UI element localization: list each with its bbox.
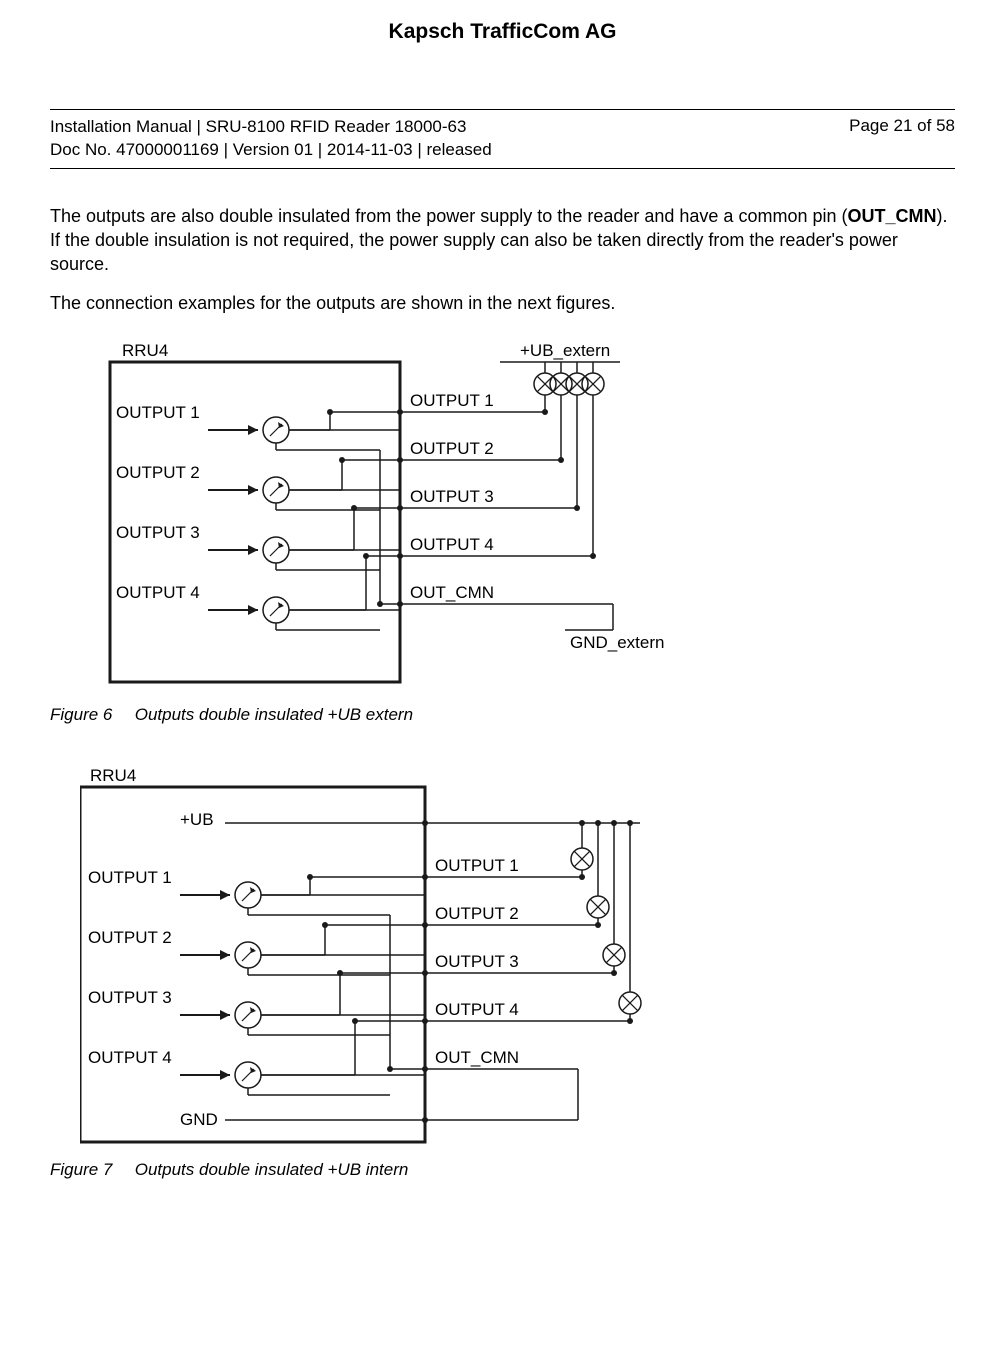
- para1-a: The outputs are also double insulated fr…: [50, 206, 847, 226]
- svg-text:OUTPUT 3: OUTPUT 3: [116, 523, 200, 542]
- svg-text:OUTPUT 1: OUTPUT 1: [435, 856, 519, 875]
- figure-7-caption: Figure 7 Outputs double insulated +UB in…: [50, 1160, 955, 1180]
- svg-text:OUTPUT 3: OUTPUT 3: [435, 952, 519, 971]
- figure-7-diagram: RRU4 +UB GND OUTPUT 1 OUTPUT 2 OUTPUT 3 OUTPUT…: [80, 765, 955, 1150]
- fig6-text: Outputs double insulated +UB extern: [135, 705, 413, 724]
- svg-text:OUTPUT 2: OUTPUT 2: [435, 904, 519, 923]
- svg-text:RRU4: RRU4: [122, 341, 168, 360]
- paragraph-1: The outputs are also double insulated fr…: [50, 204, 955, 277]
- para1-bold: OUT_CMN: [847, 206, 936, 226]
- fig7-num: Figure 7: [50, 1160, 130, 1180]
- header-line-2: Doc No. 47000001169 | Version 01 | 2014-…: [50, 139, 492, 162]
- svg-text:OUTPUT 2: OUTPUT 2: [88, 928, 172, 947]
- svg-text:GND: GND: [180, 1110, 218, 1129]
- svg-text:RRU4: RRU4: [90, 766, 136, 785]
- svg-text:OUTPUT 4: OUTPUT 4: [88, 1048, 172, 1067]
- svg-text:OUTPUT 4: OUTPUT 4: [116, 583, 200, 602]
- header-line-1: Installation Manual | SRU-8100 RFID Read…: [50, 116, 492, 139]
- svg-text:OUTPUT 4: OUTPUT 4: [435, 1000, 519, 1019]
- svg-text:OUTPUT 1: OUTPUT 1: [410, 391, 494, 410]
- svg-text:OUTPUT 3: OUTPUT 3: [88, 988, 172, 1007]
- svg-text:OUTPUT 1: OUTPUT 1: [88, 868, 172, 887]
- svg-text:OUTPUT 1: OUTPUT 1: [116, 403, 200, 422]
- svg-text:OUT_CMN: OUT_CMN: [410, 583, 494, 602]
- fig7-text: Outputs double insulated +UB intern: [135, 1160, 409, 1179]
- fig6-num: Figure 6: [50, 705, 130, 725]
- svg-text:OUT_CMN: OUT_CMN: [435, 1048, 519, 1067]
- document-header: Installation Manual | SRU-8100 RFID Read…: [50, 109, 955, 169]
- svg-text:OUTPUT 2: OUTPUT 2: [116, 463, 200, 482]
- figure-6-caption: Figure 6 Outputs double insulated +UB ex…: [50, 705, 955, 725]
- svg-text:OUTPUT 4: OUTPUT 4: [410, 535, 494, 554]
- figure-6-diagram: RRU4 +UB_extern GND_extern OUTPUT 1 OUTPUT 2…: [80, 340, 955, 695]
- page-number: Page 21 of 58: [849, 116, 955, 162]
- company-header: Kapsch TrafficCom AG: [50, 20, 955, 44]
- svg-text:OUTPUT 3: OUTPUT 3: [410, 487, 494, 506]
- svg-text:+UB: +UB: [180, 810, 214, 829]
- paragraph-2: The connection examples for the outputs …: [50, 291, 955, 315]
- svg-text:GND_extern: GND_extern: [570, 633, 664, 652]
- svg-text:OUTPUT 2: OUTPUT 2: [410, 439, 494, 458]
- svg-text:+UB_extern: +UB_extern: [520, 341, 610, 360]
